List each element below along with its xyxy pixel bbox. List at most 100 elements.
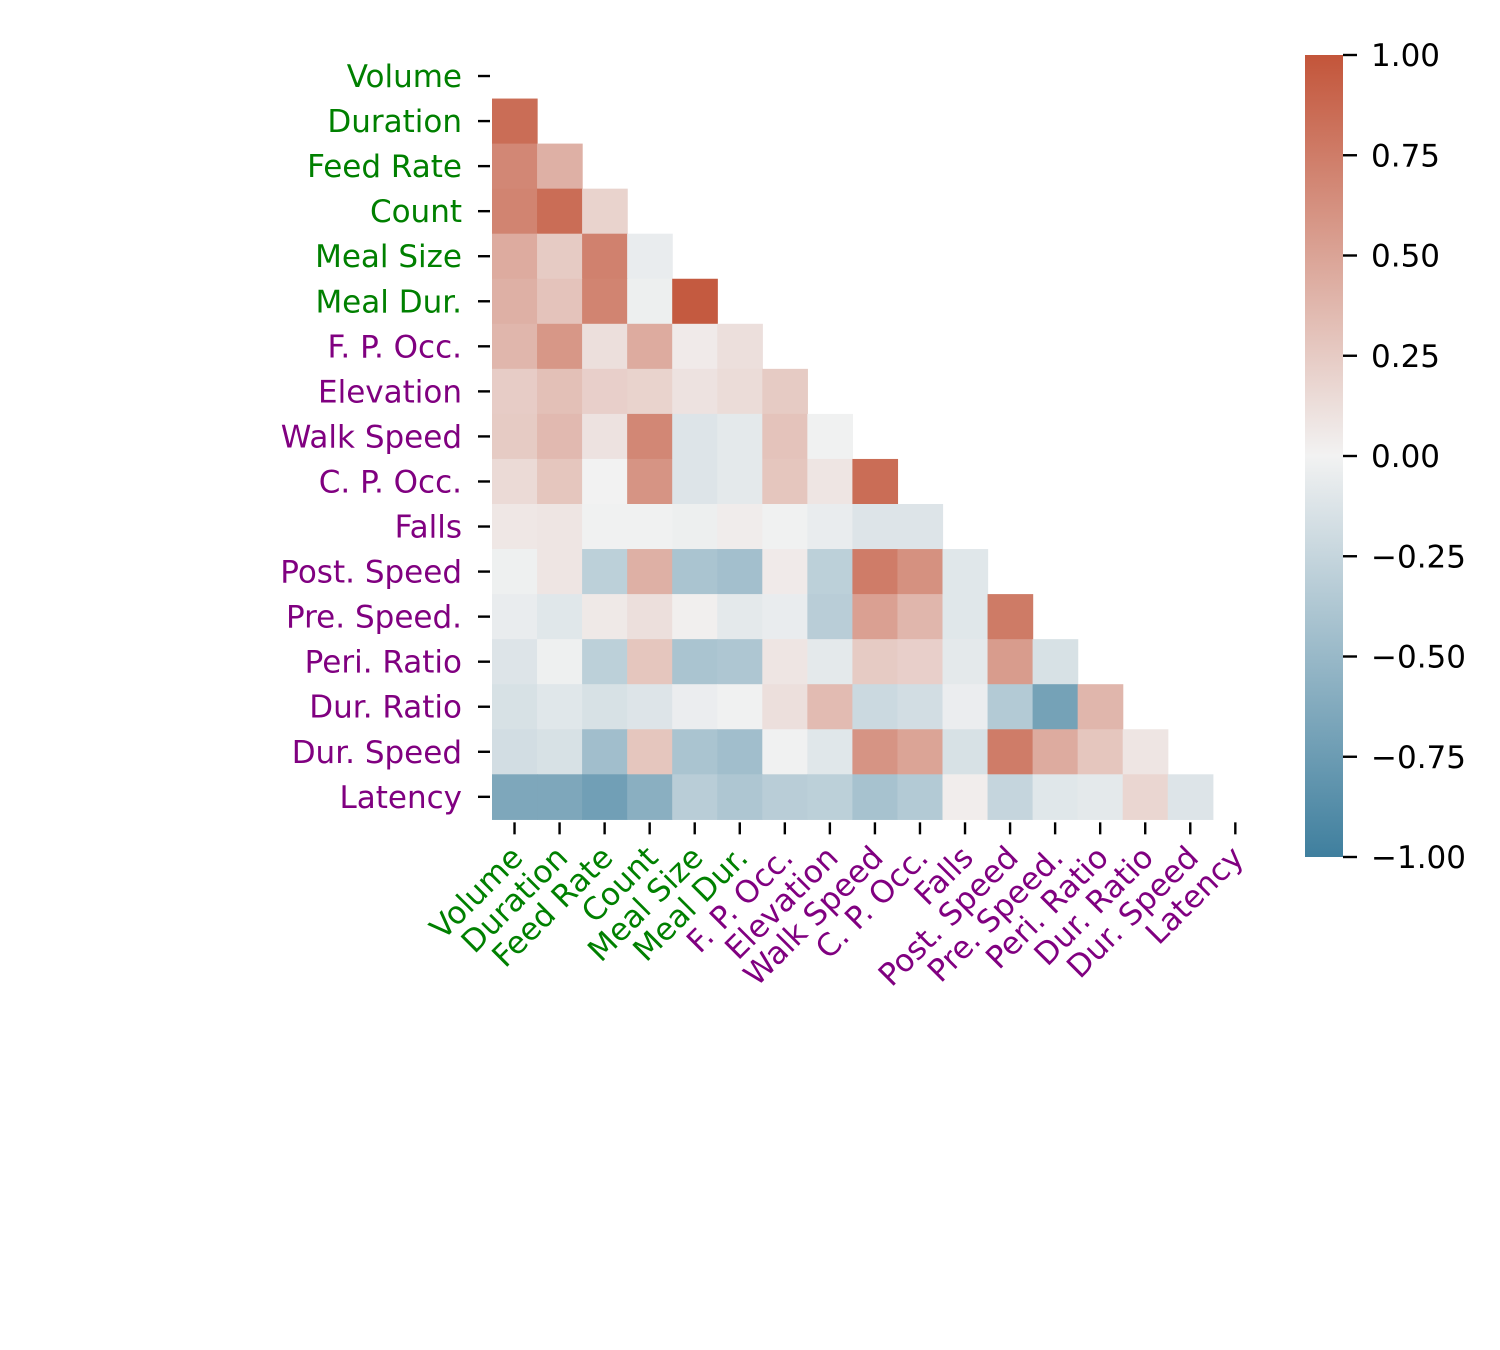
heatmap-cell-14-7 <box>807 684 853 730</box>
heatmap-cell-3-0 <box>492 188 538 235</box>
heatmap-cell-11-6 <box>762 549 808 595</box>
heatmap-cell-14-8 <box>852 684 899 730</box>
y-tick-label: F. P. Occ. <box>328 329 462 365</box>
heatmap-cell-10-5 <box>717 504 763 550</box>
heatmap-cell-4-2 <box>582 233 628 280</box>
heatmap-cell-9-4 <box>672 458 718 505</box>
heatmap-cell-10-3 <box>627 504 673 550</box>
heatmap-cell-6-0 <box>492 323 538 370</box>
heatmap-cell-7-3 <box>627 368 673 415</box>
heatmap-cell-15-6 <box>762 729 808 775</box>
heatmap-cell-14-4 <box>672 684 718 730</box>
heatmap-cell-8-1 <box>537 413 583 460</box>
heatmap-cell-10-0 <box>492 504 538 550</box>
y-tick-label: Meal Size <box>315 239 462 275</box>
colorbar-tick-label: −0.75 <box>1371 740 1466 776</box>
heatmap-cell-10-8 <box>852 504 899 550</box>
heatmap-cell-10-1 <box>537 504 583 550</box>
heatmap-cell-14-6 <box>762 684 808 730</box>
heatmap-cell-16-12 <box>1032 774 1079 820</box>
y-tick-label: Dur. Ratio <box>309 690 462 726</box>
heatmap-cell-14-3 <box>627 684 673 730</box>
heatmap-cell-8-2 <box>582 413 628 460</box>
heatmap-cell-13-11 <box>987 639 1034 685</box>
heatmap-cell-15-0 <box>492 729 538 775</box>
heatmap-cell-14-0 <box>492 684 538 730</box>
heatmap-cell-12-6 <box>762 594 808 640</box>
y-tick-label: Pre. Speed. <box>286 600 462 636</box>
heatmap-cell-12-11 <box>987 594 1034 640</box>
heatmap-cell-8-5 <box>717 413 763 460</box>
heatmap-cell-4-0 <box>492 233 538 280</box>
heatmap-cell-15-12 <box>1032 729 1079 775</box>
colorbar-tick-label: −0.50 <box>1371 640 1466 676</box>
heatmap-cell-13-12 <box>1032 639 1079 685</box>
heatmap-cell-16-10 <box>942 774 989 820</box>
heatmap-cell-10-6 <box>762 504 808 550</box>
heatmap-cell-5-4 <box>672 278 718 325</box>
heatmap-cell-16-8 <box>852 774 899 820</box>
heatmap-cell-12-0 <box>492 594 538 640</box>
heatmap-cell-7-2 <box>582 368 628 415</box>
heatmap-cell-16-3 <box>627 774 673 820</box>
y-tick-label: Feed Rate <box>307 149 462 185</box>
heatmap-cell-16-1 <box>537 774 583 820</box>
heatmap-cell-3-2 <box>582 188 628 235</box>
y-tick-label: Post. Speed <box>280 555 462 591</box>
heatmap-cell-14-10 <box>942 684 989 730</box>
heatmap-cell-11-3 <box>627 549 673 595</box>
heatmap-cell-15-7 <box>807 729 853 775</box>
heatmap-cell-5-2 <box>582 278 628 325</box>
heatmap-cell-15-8 <box>852 729 899 775</box>
heatmap-cell-3-1 <box>537 188 583 235</box>
heatmap-cell-5-1 <box>537 278 583 325</box>
heatmap-cell-15-13 <box>1077 729 1124 775</box>
heatmap-cell-13-9 <box>897 639 944 685</box>
y-tick-label: Latency <box>339 780 462 816</box>
heatmap-cell-6-4 <box>672 323 718 370</box>
colorbar-tick-label: 0.25 <box>1371 339 1440 375</box>
y-tick-label: Volume <box>347 59 462 95</box>
heatmap-cell-15-9 <box>897 729 944 775</box>
heatmap-cell-12-4 <box>672 594 718 640</box>
colorbar-tick-label: −0.25 <box>1371 539 1466 575</box>
heatmap-cell-5-0 <box>492 278 538 325</box>
heatmap-cell-13-0 <box>492 639 538 685</box>
heatmap-cell-12-5 <box>717 594 763 640</box>
heatmap-cells <box>492 98 1214 820</box>
heatmap-cell-9-8 <box>852 458 899 505</box>
heatmap-cell-14-13 <box>1077 684 1124 730</box>
y-tick-label: Elevation <box>318 374 462 410</box>
heatmap-cell-16-0 <box>492 774 538 820</box>
heatmap-cell-13-4 <box>672 639 718 685</box>
colorbar-tick-label: −1.00 <box>1371 840 1466 876</box>
heatmap-cell-13-6 <box>762 639 808 685</box>
heatmap-cell-8-0 <box>492 413 538 460</box>
heatmap-cell-6-3 <box>627 323 673 370</box>
heatmap-cell-6-1 <box>537 323 583 370</box>
heatmap-cell-11-7 <box>807 549 853 595</box>
colorbar-tick-label: 1.00 <box>1371 38 1440 74</box>
heatmap-cell-4-3 <box>627 233 673 280</box>
heatmap-cell-9-1 <box>537 458 583 505</box>
heatmap-cell-13-3 <box>627 639 673 685</box>
heatmap-cell-11-5 <box>717 549 763 595</box>
heatmap-cell-15-1 <box>537 729 583 775</box>
heatmap-cell-2-1 <box>537 143 583 190</box>
heatmap-cell-8-4 <box>672 413 718 460</box>
heatmap-cell-16-13 <box>1077 774 1124 820</box>
heatmap-cell-16-4 <box>672 774 718 820</box>
colorbar: 1.00 0.75 0.50 0.25 0.00 −0.25 −0.50 −0.75 −1.00 <box>1305 38 1466 876</box>
heatmap-cell-16-15 <box>1167 774 1214 820</box>
heatmap-cell-10-2 <box>582 504 628 550</box>
heatmap-cell-15-3 <box>627 729 673 775</box>
heatmap-cell-12-10 <box>942 594 989 640</box>
heatmap-cell-16-9 <box>897 774 944 820</box>
y-tick-label: Meal Dur. <box>315 284 462 320</box>
heatmap-cell-9-6 <box>762 458 808 505</box>
y-tick-label: Peri. Ratio <box>305 645 462 681</box>
heatmap-cell-9-0 <box>492 458 538 505</box>
heatmap-cell-10-9 <box>897 504 944 550</box>
